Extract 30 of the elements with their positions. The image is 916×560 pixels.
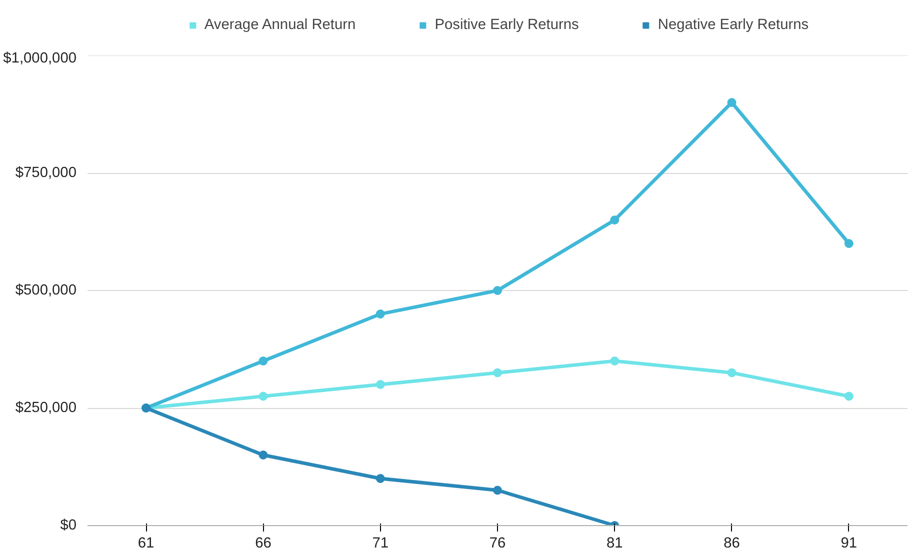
point [727, 368, 736, 378]
x-tick-label: 81 [606, 536, 623, 552]
y-tick-label: $0 [60, 518, 77, 534]
y-tick-label: $250,000 [15, 400, 77, 416]
point [493, 368, 502, 378]
point [258, 450, 268, 460]
legend-label: Negative Early Returns [658, 17, 809, 33]
point [610, 216, 620, 224]
x-tick-label: 71 [372, 536, 389, 552]
x-tick-label: 61 [138, 536, 154, 552]
x-tick-label: 66 [255, 536, 272, 552]
point [844, 239, 854, 248]
point [258, 356, 268, 366]
legend-label: Average Annual Return [204, 17, 356, 33]
point [610, 356, 620, 366]
point [376, 474, 385, 483]
point [493, 486, 502, 495]
y-tick-label: $1,000,000 [3, 50, 77, 66]
y-tick-label: $750,000 [15, 165, 77, 181]
x-tick-label: 86 [724, 536, 740, 552]
y-tick-label: $500,000 [15, 282, 77, 298]
x-tick-label: 76 [489, 536, 506, 552]
point [844, 392, 854, 401]
point [493, 286, 502, 295]
legend-label: Positive Early Returns [434, 17, 579, 33]
point [376, 310, 385, 318]
point [258, 392, 268, 401]
x-tick-label: 91 [840, 536, 858, 552]
point [376, 380, 385, 389]
point [727, 98, 736, 107]
